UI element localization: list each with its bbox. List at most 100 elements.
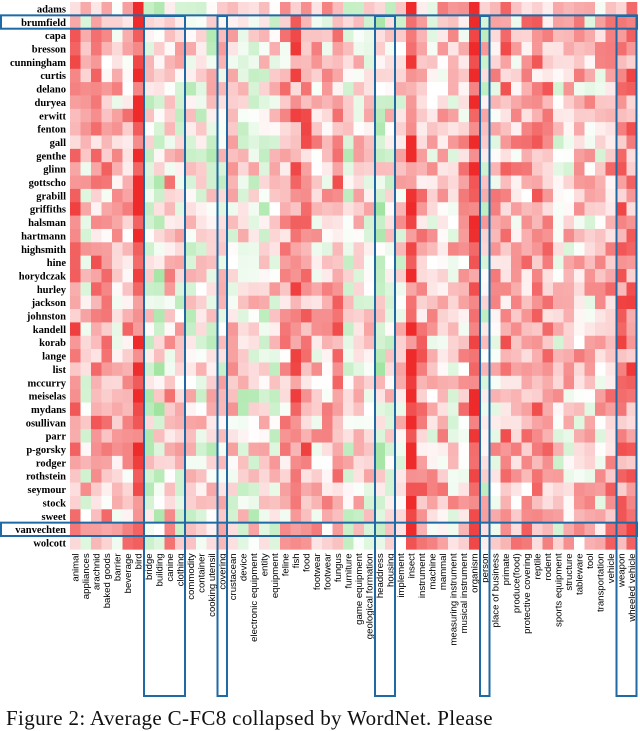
heatmap-cell <box>259 28 270 43</box>
column-label-footwear: footwear <box>312 553 323 591</box>
heatmap-cell <box>133 375 144 390</box>
heatmap-cell <box>490 522 501 537</box>
heatmap-cell <box>385 455 396 470</box>
heatmap-cell <box>217 522 228 537</box>
heatmap-cell <box>626 429 638 443</box>
heatmap-cell <box>605 349 617 363</box>
heatmap-cell <box>248 122 260 136</box>
heatmap-cell <box>427 2 438 16</box>
heatmap-cell <box>605 282 617 296</box>
heatmap-cell <box>311 122 323 136</box>
heatmap-cell <box>238 82 249 96</box>
heatmap-cell <box>616 429 627 443</box>
heatmap-cell <box>227 82 239 96</box>
heatmap-cell <box>406 509 417 523</box>
heatmap-cell <box>385 202 396 216</box>
heatmap-cell <box>280 309 291 323</box>
heatmap-cell <box>595 295 606 310</box>
heatmap-cell <box>301 108 312 123</box>
column-label-protective-covering: protective covering <box>522 553 533 634</box>
heatmap-cell <box>290 295 302 310</box>
heatmap-cell <box>364 135 375 150</box>
heatmap-cell <box>332 455 344 470</box>
heatmap-cell <box>427 389 438 403</box>
heatmap-cell <box>164 215 176 230</box>
heatmap-cell <box>584 202 596 216</box>
heatmap-cell <box>122 509 134 523</box>
heatmap-cell <box>154 335 165 350</box>
heatmap-cell <box>112 455 123 470</box>
heatmap-cell <box>532 309 543 323</box>
heatmap-cell <box>385 42 396 56</box>
heatmap-cell <box>70 68 81 83</box>
heatmap-cell <box>196 455 207 470</box>
heatmap-cell <box>196 95 207 110</box>
heatmap-cell <box>280 255 291 270</box>
heatmap-cell <box>322 349 333 363</box>
heatmap-cell <box>311 202 323 216</box>
heatmap-cell <box>374 295 386 310</box>
heatmap-cell <box>133 402 144 417</box>
heatmap-cell <box>154 242 165 256</box>
heatmap-cell <box>395 269 407 283</box>
heatmap-cell <box>416 202 428 216</box>
heatmap-cell <box>112 95 123 110</box>
heatmap-cell <box>406 42 417 56</box>
heatmap-cell <box>112 389 123 403</box>
heatmap-cell <box>122 42 134 56</box>
heatmap-cell <box>427 362 438 377</box>
heatmap-cell <box>500 282 512 296</box>
heatmap-cell <box>595 309 606 323</box>
heatmap-cell <box>269 509 281 523</box>
heatmap-cell <box>374 28 386 43</box>
heatmap-cell <box>479 55 491 70</box>
heatmap-cell <box>574 389 585 403</box>
heatmap-cell <box>563 522 575 537</box>
heatmap-cell <box>448 188 459 203</box>
heatmap-cell <box>311 228 323 243</box>
heatmap-cell <box>227 202 239 216</box>
heatmap-cell <box>511 68 522 83</box>
heatmap-cell <box>196 215 207 230</box>
heatmap-cell <box>574 55 585 70</box>
heatmap-cell <box>259 495 270 510</box>
heatmap-cell <box>427 349 438 363</box>
heatmap-cell <box>196 28 207 43</box>
heatmap-cell <box>301 95 312 110</box>
heatmap-cell <box>343 536 354 550</box>
heatmap-cell <box>217 295 228 310</box>
highlight-column-bridge-building-canine-clothing <box>143 15 186 697</box>
heatmap-cell <box>311 375 323 390</box>
heatmap-cell <box>133 522 144 537</box>
heatmap-cell <box>605 28 617 43</box>
heatmap-cell <box>521 148 533 163</box>
heatmap-cell <box>332 28 344 43</box>
heatmap-cell <box>301 228 312 243</box>
heatmap-cell <box>122 295 134 310</box>
heatmap-cell <box>532 135 543 150</box>
heatmap-cell <box>532 28 543 43</box>
heatmap-cell <box>164 362 176 377</box>
heatmap-cell <box>469 469 480 483</box>
column-label-machine: machine <box>428 553 439 589</box>
heatmap-cell <box>364 429 375 443</box>
heatmap-cell <box>91 402 102 417</box>
heatmap-cell <box>616 122 627 136</box>
heatmap-cell <box>112 162 123 176</box>
heatmap-cell <box>500 255 512 270</box>
column-label-beverage: beverage <box>123 553 134 593</box>
heatmap-cell <box>532 188 543 203</box>
heatmap-cell <box>353 282 365 296</box>
heatmap-cell <box>542 2 554 16</box>
heatmap-cell <box>437 15 449 29</box>
heatmap-cell <box>101 28 113 43</box>
heatmap-cell <box>133 255 144 270</box>
heatmap-cell <box>322 135 333 150</box>
heatmap-cell <box>448 135 459 150</box>
heatmap-cell <box>427 68 438 83</box>
heatmap-cell <box>290 429 302 443</box>
heatmap-cell <box>133 482 144 497</box>
heatmap-cell <box>280 536 291 550</box>
heatmap-cell <box>490 122 501 136</box>
heatmap-cell <box>595 15 606 29</box>
